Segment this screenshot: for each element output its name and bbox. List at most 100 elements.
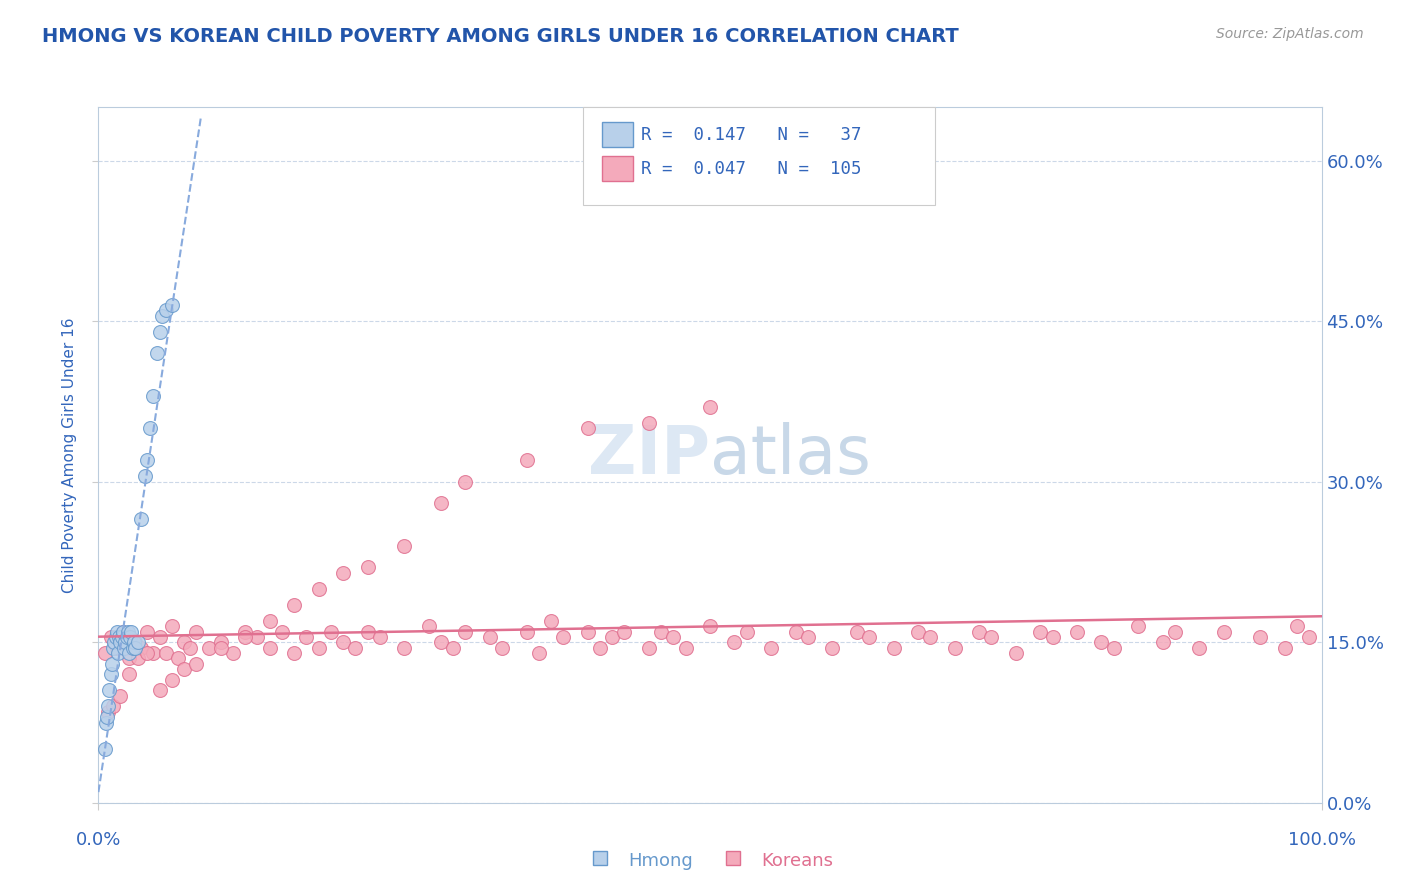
Point [112, 640, 135, 655]
Point [127, 635, 149, 649]
Point [308, 582, 330, 596]
Point [920, 630, 942, 644]
Point [638, 416, 661, 430]
Point [1029, 624, 1052, 639]
Point [980, 630, 1002, 644]
Point [105, 624, 128, 639]
Text: ZIP: ZIP [588, 422, 710, 488]
Point [600, 630, 623, 644]
Point [111, 624, 134, 639]
Point [136, 646, 159, 660]
Point [120, 630, 142, 644]
Point [418, 619, 440, 633]
Point [735, 624, 758, 639]
Text: Source: ZipAtlas.com: Source: ZipAtlas.com [1216, 27, 1364, 41]
Point [105, 640, 128, 655]
Point [516, 624, 538, 639]
Point [111, 624, 134, 639]
Point [155, 303, 177, 318]
Point [104, 630, 127, 644]
Point [344, 640, 367, 655]
Point [723, 635, 745, 649]
Point [129, 640, 152, 655]
Point [136, 453, 159, 467]
Point [270, 624, 294, 639]
Point [160, 298, 183, 312]
Text: 100.0%: 100.0% [1288, 830, 1355, 848]
Text: R =  0.147   N =   37: R = 0.147 N = 37 [641, 126, 862, 144]
Point [115, 630, 138, 644]
Point [167, 651, 190, 665]
Point [129, 512, 152, 526]
Point [197, 640, 219, 655]
Point [761, 640, 783, 655]
Point [283, 598, 305, 612]
Point [516, 453, 538, 467]
Point [160, 619, 183, 633]
Point [97, 705, 120, 719]
Point [259, 614, 281, 628]
Y-axis label: Child Poverty Among Girls Under 16: Child Poverty Among Girls Under 16 [62, 318, 77, 592]
Point [98, 683, 121, 698]
Point [122, 635, 145, 649]
Point [136, 624, 159, 639]
Point [699, 619, 721, 633]
Point [332, 566, 354, 580]
Point [967, 624, 990, 639]
Point [441, 640, 464, 655]
Point [785, 624, 807, 639]
Point [1102, 640, 1125, 655]
Point [858, 630, 880, 644]
Point [209, 640, 232, 655]
Point [121, 640, 143, 655]
Point [1274, 640, 1296, 655]
Point [356, 624, 378, 639]
Point [110, 635, 132, 649]
Point [118, 646, 141, 660]
Point [209, 635, 232, 649]
Text: R =  0.047   N =  105: R = 0.047 N = 105 [641, 160, 862, 178]
Point [1090, 635, 1112, 649]
Point [149, 683, 172, 698]
Point [100, 667, 122, 681]
Point [1004, 646, 1026, 660]
Point [94, 715, 117, 730]
Point [100, 630, 122, 644]
Point [1188, 640, 1211, 655]
Point [93, 742, 115, 756]
Point [160, 673, 183, 687]
Point [96, 710, 118, 724]
Point [139, 421, 162, 435]
Point [111, 630, 134, 644]
Point [1042, 630, 1064, 644]
Point [155, 646, 177, 660]
Point [527, 646, 550, 660]
Point [638, 640, 661, 655]
Point [943, 640, 966, 655]
Point [259, 640, 281, 655]
Point [118, 651, 141, 665]
Point [1066, 624, 1088, 639]
Point [797, 630, 820, 644]
Point [149, 325, 172, 339]
Point [233, 624, 256, 639]
Point [173, 635, 195, 649]
Point [142, 646, 165, 660]
Point [356, 560, 378, 574]
Point [110, 689, 132, 703]
Point [1286, 619, 1309, 633]
Point [101, 640, 124, 655]
Point [118, 667, 141, 681]
Point [368, 630, 391, 644]
Point [553, 630, 575, 644]
Point [576, 421, 599, 435]
Point [392, 640, 416, 655]
Point [650, 624, 672, 639]
Point [103, 635, 125, 649]
Point [233, 630, 256, 644]
Point [1128, 619, 1150, 633]
Point [142, 389, 165, 403]
Point [93, 646, 115, 660]
Point [319, 624, 342, 639]
Point [117, 624, 139, 639]
